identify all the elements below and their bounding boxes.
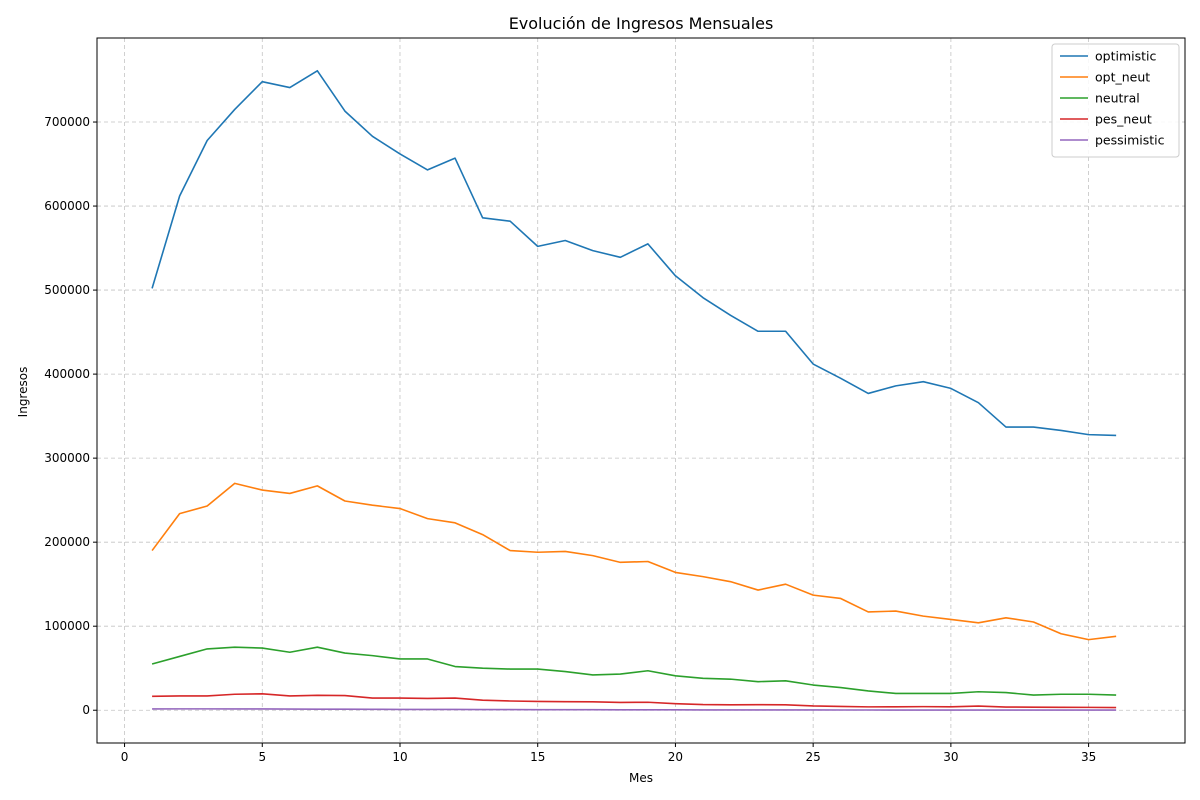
y-tick-label: 700000 (44, 115, 90, 129)
x-tick-label: 20 (668, 750, 683, 764)
legend-label: optimistic (1095, 49, 1156, 64)
x-tick-label: 5 (258, 750, 266, 764)
grid-lines (97, 38, 1185, 743)
chart-title: Evolución de Ingresos Mensuales (509, 14, 774, 33)
y-axis-title: Ingresos (16, 367, 30, 418)
y-tick-label: 300000 (44, 451, 90, 465)
series-line-optimistic (151, 69, 1117, 437)
y-tick-label: 100000 (44, 619, 90, 633)
y-tick-label: 200000 (44, 535, 90, 549)
legend-label: pessimistic (1095, 133, 1165, 148)
y-tick-label: 500000 (44, 283, 90, 297)
series-line-pessimistic (152, 708, 1117, 711)
y-tick-label: 600000 (44, 199, 90, 213)
x-tick-label: 25 (806, 750, 821, 764)
y-tick-label: 0 (82, 703, 90, 717)
x-tick-label: 15 (530, 750, 545, 764)
x-tick-label: 30 (943, 750, 958, 764)
legend-label: opt_neut (1095, 70, 1150, 85)
plot-area-frame (96, 37, 1186, 744)
x-tick-label: 35 (1081, 750, 1096, 764)
legend-label: neutral (1095, 91, 1140, 106)
x-tick-label: 10 (392, 750, 407, 764)
y-tick-label: 400000 (44, 367, 90, 381)
x-tick-label: 0 (121, 750, 129, 764)
series-line-pes-neut (152, 693, 1117, 709)
series-line-opt-neut (151, 482, 1117, 641)
series-line-neutral (151, 646, 1117, 696)
legend-box (1051, 43, 1180, 158)
legend-label: pes_neut (1095, 112, 1152, 127)
x-axis-ticks: 0 5 10 15 20 25 30 35 (121, 743, 1096, 764)
x-axis-title: Mes (629, 771, 653, 785)
y-axis-ticks: 0 100000 200000 300000 400000 500000 600000 700… (44, 115, 97, 717)
series-lines (151, 69, 1117, 711)
